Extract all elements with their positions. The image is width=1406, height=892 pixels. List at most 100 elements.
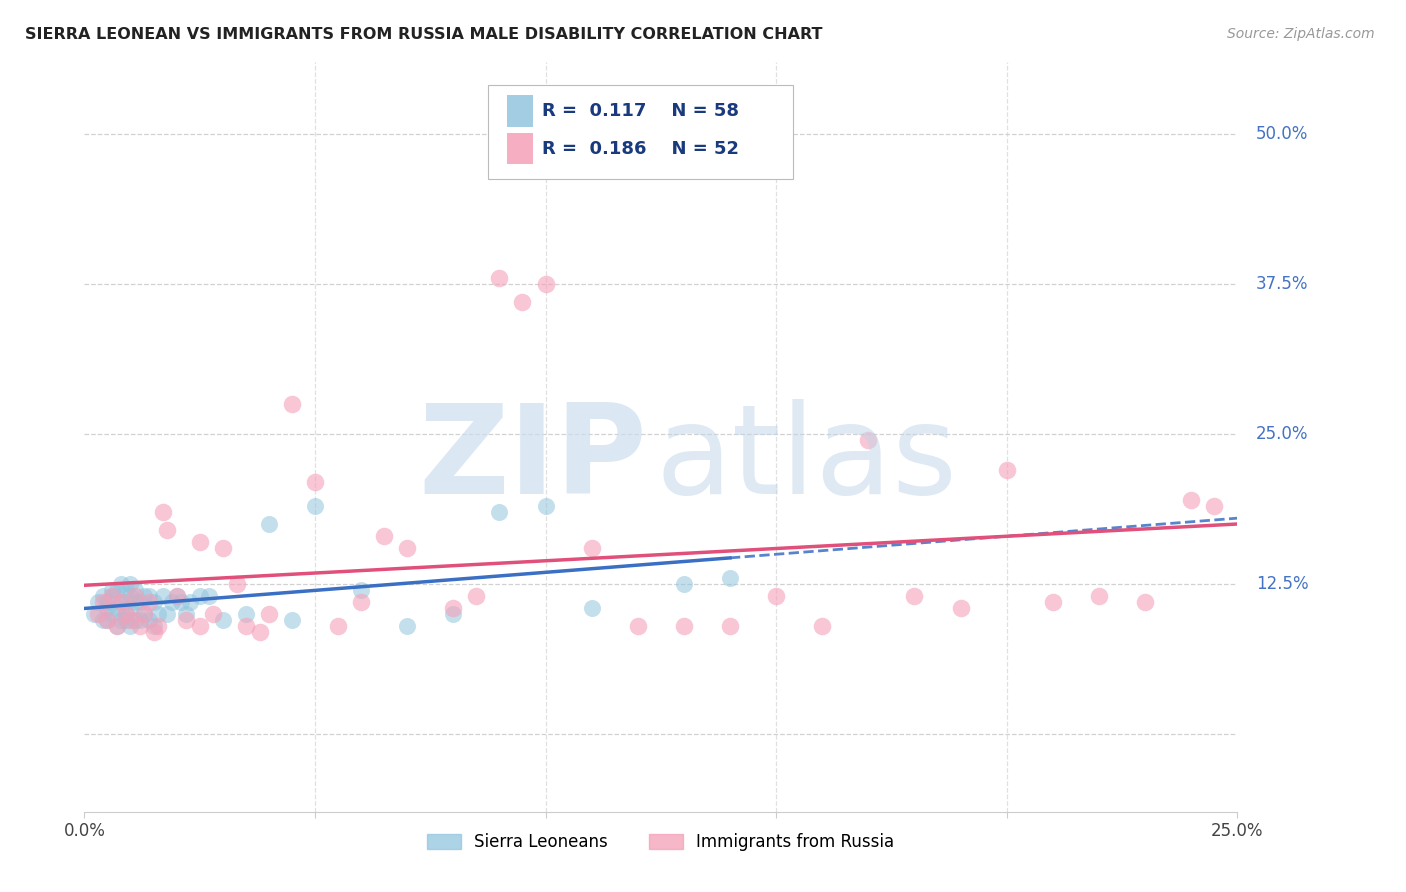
Point	[83, 607, 105, 621]
Point	[101, 607, 124, 621]
Text: 25.0%: 25.0%	[1256, 425, 1308, 443]
Text: ZIP: ZIP	[418, 399, 647, 520]
Point	[146, 607, 169, 621]
Point	[101, 582, 124, 597]
Point	[156, 607, 179, 621]
Point	[174, 613, 197, 627]
Point	[134, 607, 156, 621]
Point	[903, 589, 925, 603]
Point	[396, 541, 419, 555]
Point	[1133, 595, 1156, 609]
Point	[488, 505, 510, 519]
Point	[105, 601, 128, 615]
Point	[949, 601, 972, 615]
Point	[811, 619, 834, 633]
Point	[281, 613, 304, 627]
Point	[115, 607, 138, 621]
Point	[465, 589, 488, 603]
Point	[138, 589, 160, 603]
Point	[672, 619, 695, 633]
Point	[87, 607, 110, 621]
Point	[128, 613, 150, 627]
Point	[257, 607, 280, 621]
Point	[179, 595, 201, 609]
Legend: Sierra Leoneans, Immigrants from Russia: Sierra Leoneans, Immigrants from Russia	[419, 825, 903, 860]
Point	[211, 541, 233, 555]
Point	[534, 277, 557, 292]
Point	[188, 535, 211, 549]
Point	[142, 619, 165, 633]
Point	[128, 619, 150, 633]
Text: R =  0.186    N = 52: R = 0.186 N = 52	[543, 140, 740, 158]
Text: atlas: atlas	[655, 399, 957, 520]
Point	[156, 523, 179, 537]
Text: 50.0%: 50.0%	[1256, 126, 1308, 144]
Point	[91, 595, 114, 609]
Point	[96, 601, 118, 615]
Point	[304, 475, 326, 489]
Bar	[508, 95, 533, 127]
Point	[765, 589, 787, 603]
Point	[152, 589, 174, 603]
Point	[134, 589, 156, 603]
Point	[512, 295, 534, 310]
Text: 12.5%: 12.5%	[1256, 575, 1309, 593]
Point	[87, 595, 110, 609]
Point	[120, 577, 142, 591]
Point	[124, 613, 146, 627]
Point	[110, 613, 132, 627]
FancyBboxPatch shape	[488, 85, 793, 178]
Point	[718, 571, 741, 585]
Point	[124, 595, 146, 609]
Point	[91, 613, 114, 627]
Point	[211, 613, 233, 627]
Point	[441, 607, 464, 621]
Point	[672, 577, 695, 591]
Point	[142, 624, 165, 639]
Point	[96, 613, 118, 627]
Point	[235, 619, 257, 633]
Point	[235, 607, 257, 621]
Point	[225, 577, 247, 591]
Point	[1204, 499, 1226, 513]
Point	[91, 589, 114, 603]
Point	[96, 595, 118, 609]
Point	[350, 595, 373, 609]
Point	[120, 613, 142, 627]
Point	[281, 397, 304, 411]
Point	[373, 529, 395, 543]
Point	[152, 505, 174, 519]
Point	[170, 595, 193, 609]
Point	[138, 613, 160, 627]
Point	[166, 589, 188, 603]
Point	[1088, 589, 1111, 603]
Point	[101, 589, 124, 603]
Text: R =  0.117    N = 58: R = 0.117 N = 58	[543, 103, 740, 120]
Point	[441, 601, 464, 615]
Point	[120, 619, 142, 633]
Text: 37.5%: 37.5%	[1256, 276, 1308, 293]
Point	[249, 624, 271, 639]
Point	[134, 607, 156, 621]
Point	[120, 601, 142, 615]
Point	[110, 577, 132, 591]
Point	[396, 619, 419, 633]
Point	[110, 595, 132, 609]
Point	[188, 589, 211, 603]
Bar	[508, 133, 533, 164]
Point	[124, 582, 146, 597]
Point	[128, 595, 150, 609]
Point	[105, 582, 128, 597]
Point	[304, 499, 326, 513]
Point	[124, 589, 146, 603]
Point	[198, 589, 221, 603]
Point	[138, 595, 160, 609]
Point	[160, 595, 183, 609]
Point	[115, 613, 138, 627]
Point	[257, 516, 280, 531]
Point	[115, 607, 138, 621]
Point	[1180, 493, 1202, 508]
Point	[110, 595, 132, 609]
Point	[488, 271, 510, 285]
Point	[146, 619, 169, 633]
